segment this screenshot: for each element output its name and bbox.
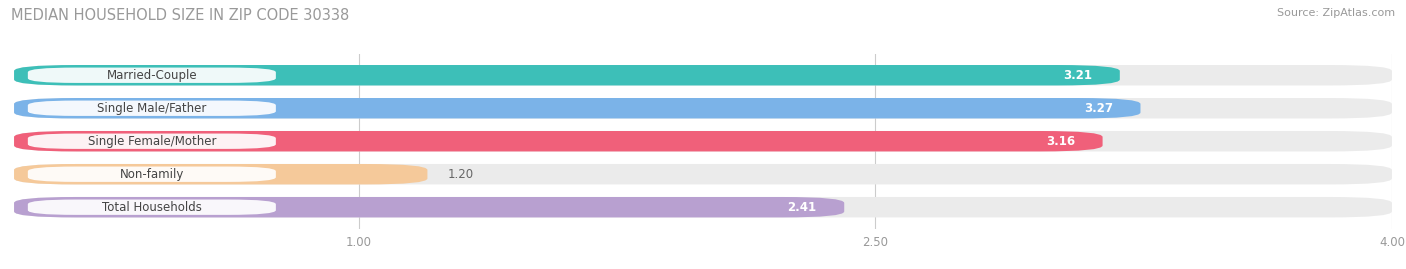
FancyBboxPatch shape: [14, 98, 1392, 118]
FancyBboxPatch shape: [14, 65, 1119, 86]
FancyBboxPatch shape: [28, 167, 276, 182]
FancyBboxPatch shape: [14, 98, 1140, 118]
Text: 3.16: 3.16: [1046, 135, 1076, 148]
FancyBboxPatch shape: [28, 101, 276, 116]
FancyBboxPatch shape: [14, 197, 844, 217]
FancyBboxPatch shape: [28, 200, 276, 215]
FancyBboxPatch shape: [14, 164, 427, 185]
Text: Single Male/Father: Single Male/Father: [97, 102, 207, 115]
FancyBboxPatch shape: [14, 65, 1392, 86]
Text: Source: ZipAtlas.com: Source: ZipAtlas.com: [1277, 8, 1395, 18]
FancyBboxPatch shape: [28, 133, 276, 149]
Text: Total Households: Total Households: [101, 201, 202, 214]
FancyBboxPatch shape: [14, 131, 1102, 151]
Text: Single Female/Mother: Single Female/Mother: [87, 135, 217, 148]
Text: 3.21: 3.21: [1063, 69, 1092, 82]
FancyBboxPatch shape: [14, 164, 1392, 185]
Text: 2.41: 2.41: [787, 201, 817, 214]
Text: MEDIAN HOUSEHOLD SIZE IN ZIP CODE 30338: MEDIAN HOUSEHOLD SIZE IN ZIP CODE 30338: [11, 8, 350, 23]
Text: Married-Couple: Married-Couple: [107, 69, 197, 82]
FancyBboxPatch shape: [14, 131, 1392, 151]
Text: Non-family: Non-family: [120, 168, 184, 181]
Text: 1.20: 1.20: [449, 168, 474, 181]
FancyBboxPatch shape: [28, 68, 276, 83]
Text: 3.27: 3.27: [1084, 102, 1114, 115]
FancyBboxPatch shape: [14, 197, 1392, 217]
